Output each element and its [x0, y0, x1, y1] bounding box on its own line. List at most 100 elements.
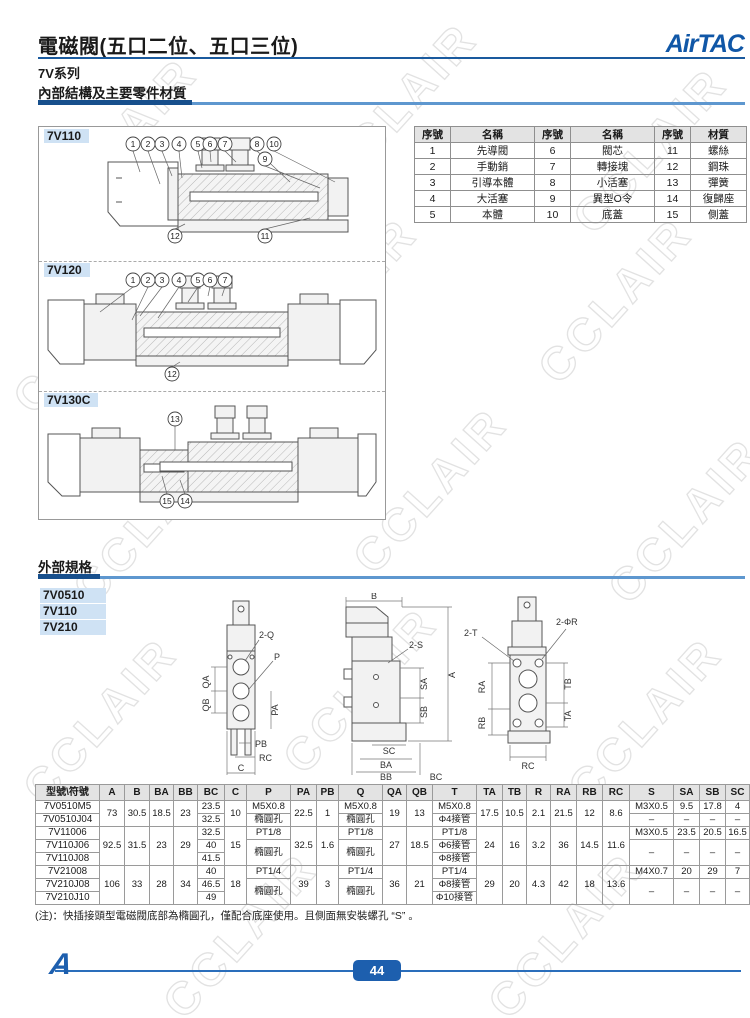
- table-row: 1 先導閥 6 閥芯 11 螺絲: [414, 142, 747, 159]
- value-cell: M4X0.7: [629, 865, 674, 879]
- underline-light: [38, 576, 745, 579]
- model-cell: 7V0510J04: [35, 813, 100, 827]
- svg-text:RC: RC: [522, 761, 535, 771]
- value-cell: 92.5: [99, 826, 125, 866]
- value-cell: 34: [173, 865, 198, 905]
- side-view-drawing: B A 2-S SA SB SC BA BB BC: [343, 593, 457, 781]
- svg-text:RB: RB: [477, 717, 487, 730]
- value-cell: –: [673, 839, 700, 866]
- value-cell: 異型O令: [570, 190, 655, 207]
- value-cell: PT1/4: [338, 865, 383, 879]
- svg-text:SA: SA: [419, 678, 429, 690]
- value-cell: 14.5: [576, 826, 603, 866]
- svg-text:SB: SB: [419, 706, 429, 718]
- svg-text:2-S: 2-S: [409, 640, 423, 650]
- value-cell: 11: [654, 142, 691, 159]
- value-cell: PT1/8: [432, 826, 477, 840]
- page-number-badge: 44: [353, 960, 401, 981]
- value-cell: –: [629, 878, 674, 905]
- value-cell: 23.5: [197, 800, 225, 814]
- page-title: 電磁閥(五口二位、五口三位): [38, 36, 299, 58]
- svg-text:3: 3: [160, 139, 165, 149]
- value-cell: 30.5: [124, 800, 150, 827]
- value-cell: 29: [476, 865, 503, 905]
- value-cell: Φ4接管: [432, 813, 477, 827]
- value-cell: 13: [654, 174, 691, 191]
- svg-text:4: 4: [177, 139, 182, 149]
- value-cell: 引導本體: [450, 174, 535, 191]
- value-cell: Φ10接管: [432, 891, 477, 905]
- model-cell: 2: [414, 158, 451, 175]
- value-cell: 17.8: [699, 800, 726, 814]
- value-cell: M3X0.5: [629, 800, 674, 814]
- section-external-title: 外部規格: [38, 560, 92, 575]
- svg-text:2-ΦR: 2-ΦR: [556, 617, 578, 627]
- svg-text:QA: QA: [201, 675, 211, 688]
- value-cell: 10.5: [502, 800, 527, 827]
- value-cell: 49: [197, 891, 225, 905]
- column-header: R: [526, 784, 551, 801]
- value-cell: Φ6接管: [432, 839, 477, 853]
- value-cell: 32.5: [197, 826, 225, 840]
- value-cell: 21: [406, 865, 433, 905]
- svg-text:PA: PA: [270, 704, 280, 715]
- value-cell: 46.5: [197, 878, 225, 892]
- value-cell: 23: [173, 800, 198, 827]
- value-cell: 14: [654, 190, 691, 207]
- column-header: BA: [149, 784, 174, 801]
- svg-text:5: 5: [196, 139, 201, 149]
- valve-body-drawing: [47, 405, 377, 503]
- value-cell: 橢圓孔: [338, 839, 383, 866]
- svg-text:11: 11: [261, 231, 270, 241]
- value-cell: 橢圓孔: [246, 878, 291, 905]
- value-cell: 29: [699, 865, 726, 879]
- value-cell: 橢圓孔: [338, 813, 383, 827]
- column-header: SB: [699, 784, 726, 801]
- callouts: 13 15 14: [159, 411, 193, 509]
- svg-text:2: 2: [146, 275, 151, 285]
- value-cell: 7: [725, 865, 750, 879]
- value-cell: 復歸座: [690, 190, 747, 207]
- value-cell: 7: [534, 158, 571, 175]
- model-cell: 7V0510M5: [35, 800, 100, 814]
- svg-text:14: 14: [180, 496, 190, 506]
- svg-text:TA: TA: [563, 711, 573, 722]
- value-cell: 15: [654, 206, 691, 223]
- value-cell: –: [725, 813, 750, 827]
- column-header: PB: [316, 784, 339, 801]
- column-header: S: [629, 784, 674, 801]
- value-cell: –: [699, 839, 726, 866]
- value-cell: 12: [576, 800, 603, 827]
- model-cell: 7V110J06: [35, 839, 100, 853]
- svg-text:BA: BA: [380, 760, 392, 770]
- model-cell: 7V21008: [35, 865, 100, 879]
- column-header: 名稱: [450, 126, 535, 143]
- value-cell: 2.1: [526, 800, 551, 827]
- table-row: 2 手動銷 7 轉接塊 12 鋼珠: [414, 158, 747, 175]
- value-cell: 39: [290, 865, 317, 905]
- diagram-7v120: 1 2 3 4 5 6 7 12: [47, 272, 377, 382]
- value-cell: 41.5: [197, 852, 225, 866]
- diagram-label-7v130c: 7V130C: [44, 393, 99, 407]
- svg-text:10: 10: [269, 139, 279, 149]
- column-header: BC: [197, 784, 225, 801]
- diagram-divider: [39, 391, 385, 392]
- column-header: RB: [576, 784, 603, 801]
- value-cell: M3X0.5: [629, 826, 674, 840]
- table-row: 5 本體 10 底蓋 15 側蓋: [414, 206, 747, 223]
- value-cell: PT1/8: [338, 826, 383, 840]
- svg-text:1: 1: [131, 139, 136, 149]
- title-rule: [38, 57, 745, 59]
- svg-text:1: 1: [131, 275, 136, 285]
- value-cell: 28: [149, 865, 174, 905]
- column-header: SC: [725, 784, 750, 801]
- value-cell: –: [699, 813, 726, 827]
- value-cell: M5X0.8: [432, 800, 477, 814]
- svg-text:4: 4: [177, 275, 182, 285]
- svg-text:9: 9: [263, 154, 268, 164]
- value-cell: 4: [725, 800, 750, 814]
- model-cell: 3: [414, 174, 451, 191]
- table-row: 7V11006 92.5 31.5 23 29 32.5 15 PT1/8 32.5 1.6 PT1…: [35, 826, 750, 866]
- back-view-drawing: 2-T 2-ΦR RA RB TB TA RC: [464, 596, 578, 771]
- column-header: TA: [476, 784, 503, 801]
